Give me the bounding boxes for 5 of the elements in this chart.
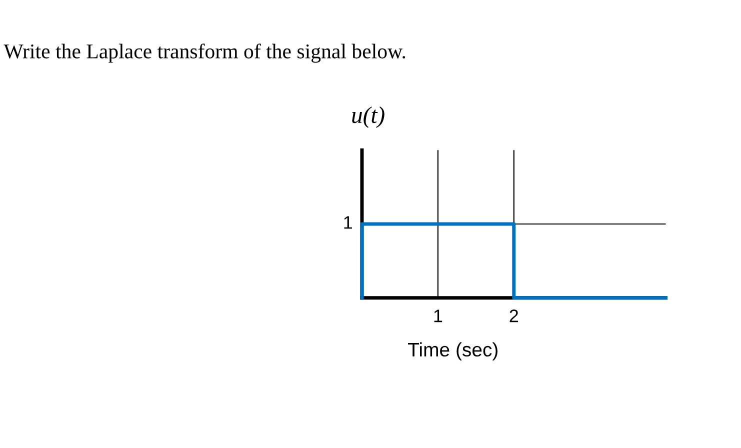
x-tick-label: 2 bbox=[510, 310, 518, 322]
y-axis-title: u(t) bbox=[352, 106, 384, 128]
x-axis-title: Time (sec) bbox=[408, 342, 498, 360]
chart-title: Write the Laplace transform of the signal below. bbox=[4, 44, 406, 63]
text: 1 bbox=[344, 216, 352, 229]
